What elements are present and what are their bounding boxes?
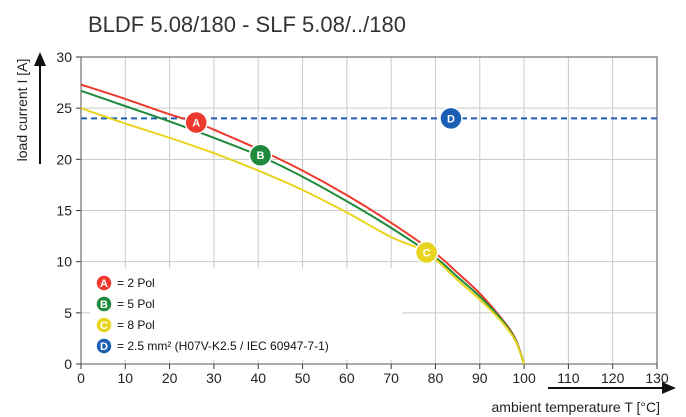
x-axis-arrow-head	[662, 382, 676, 394]
y-tick-label: 10	[56, 254, 72, 270]
series-markers: A B C D	[184, 106, 463, 265]
marker-D-label: D	[100, 341, 108, 353]
marker-B-circle	[95, 295, 113, 313]
x-tick-label: 40	[250, 370, 266, 386]
marker-A-label: A	[192, 117, 200, 129]
chart-title: BLDF 5.08/180 - SLF 5.08/../180	[88, 12, 406, 37]
legend-entry-text: = 8 Pol	[117, 318, 155, 332]
x-tick-label: 100	[512, 370, 536, 386]
x-tick-label: 70	[383, 370, 399, 386]
series-lines	[80, 83, 657, 365]
y-tick-label: 25	[56, 100, 72, 116]
x-tick-label: 120	[601, 370, 625, 386]
y-axis-label: load current I [A]	[14, 59, 30, 162]
y-axis-arrow-head	[34, 52, 46, 66]
marker-B-label: B	[100, 299, 108, 311]
x-tick-label: 10	[118, 370, 134, 386]
x-axis-label: ambient temperature T [°C]	[492, 399, 661, 415]
x-tick-label: 50	[295, 370, 311, 386]
y-tick-label: 20	[56, 151, 72, 167]
marker-C-label: C	[100, 320, 108, 332]
legend: A = 2 Pol B = 5 Pol C = 8 Pol D = 2.5 mm² (H07V…	[90, 268, 402, 360]
marker-C-label: C	[423, 247, 431, 259]
series-line-B	[80, 89, 526, 365]
y-tick-label: 30	[56, 49, 72, 65]
marker-D-label: D	[447, 113, 455, 125]
plot-frame	[80, 56, 658, 365]
x-tick-label: 20	[162, 370, 178, 386]
marker-D-circle	[95, 337, 113, 355]
y-tick-label: 0	[64, 356, 72, 372]
x-tick-label: 30	[206, 370, 222, 386]
x-tick-label: 60	[339, 370, 355, 386]
legend-entry-text: = 2.5 mm² (H07V-K2.5 / IEC 60947-7-1)	[117, 339, 329, 353]
marker-A-circle	[95, 274, 113, 292]
x-tick-label: 130	[645, 370, 669, 386]
x-tick-label: 110	[557, 370, 580, 386]
y-tick-label: 5	[64, 305, 72, 321]
legend-background	[90, 268, 402, 360]
x-tick-label: 0	[77, 370, 85, 386]
marker-C-circle	[414, 240, 439, 265]
series-line-C	[80, 107, 526, 365]
marker-C-circle	[95, 316, 113, 334]
marker-D-circle	[439, 106, 463, 131]
x-tick-label: 80	[428, 370, 444, 386]
marker-B-label: B	[256, 150, 264, 162]
y-tick-label: 15	[56, 203, 72, 219]
marker-B-circle	[248, 143, 273, 167]
legend-entry-text: = 5 Pol	[117, 297, 155, 311]
marker-A-label: A	[100, 278, 108, 290]
x-tick-label: 90	[472, 370, 488, 386]
marker-A-circle	[184, 110, 208, 135]
legend-entry-text: = 2 Pol	[117, 276, 155, 290]
axes: 0 10 20 30 40 50 60 70 80 90 100 110 120 130 0 5 10 15 20 2…	[34, 49, 676, 394]
